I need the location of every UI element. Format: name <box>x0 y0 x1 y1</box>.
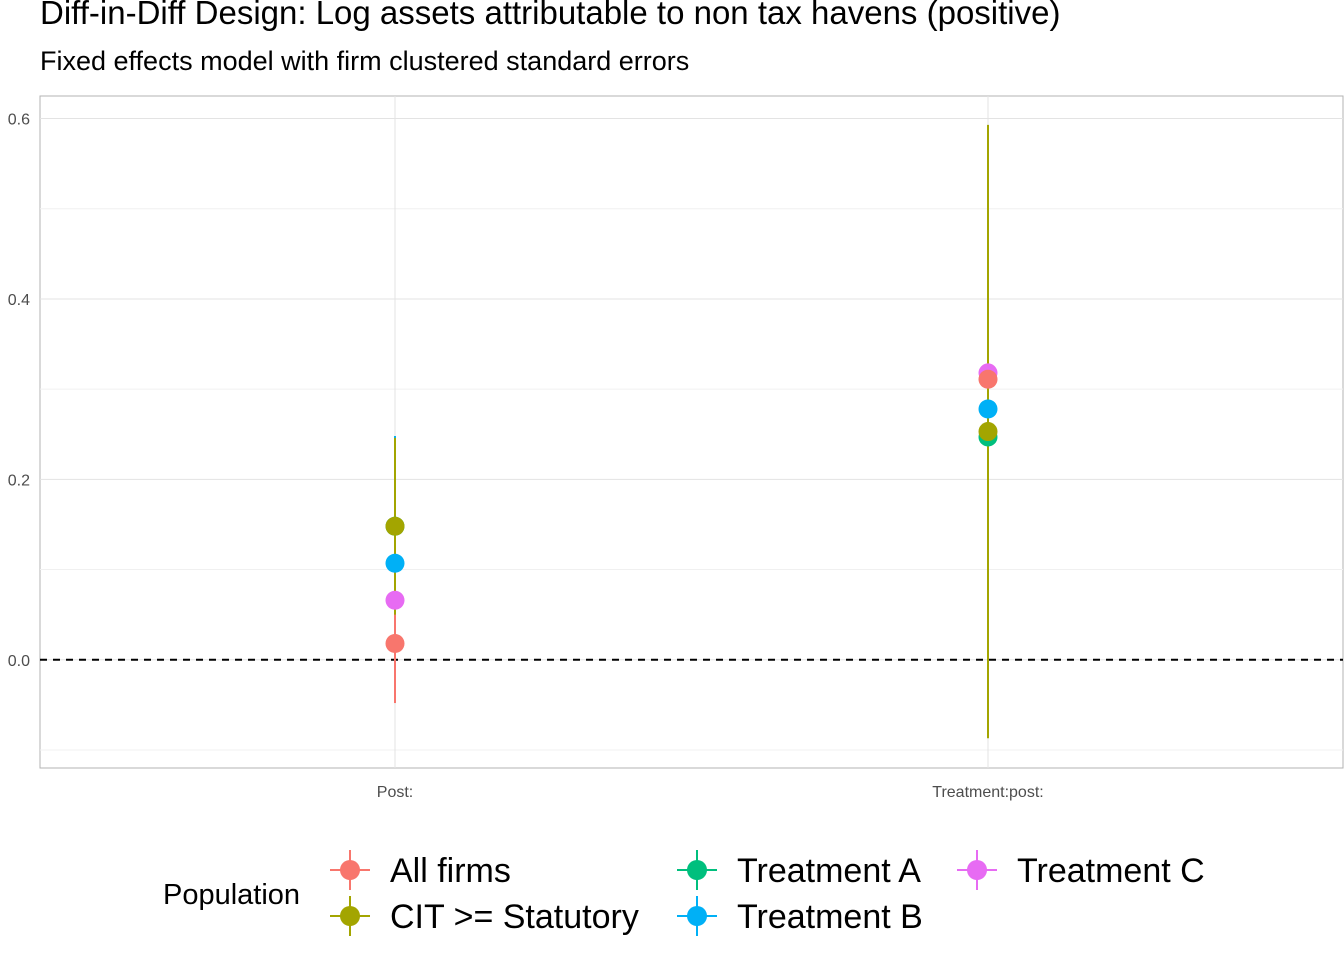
data-point <box>978 369 998 389</box>
x-tick-label: Post: <box>377 784 413 801</box>
legend-item: All firms <box>330 850 511 890</box>
legend-key-point <box>967 860 987 880</box>
legend-label: Treatment A <box>737 852 921 890</box>
legend-title: Population <box>163 879 300 911</box>
data-point <box>978 422 998 442</box>
axis: 0.0 0.2 0.4 0.6 Post: Treatment:post: <box>8 112 1343 801</box>
legend-label: CIT >= Statutory <box>390 898 639 936</box>
chart-title: Diff-in-Diff Design: Log assets attribut… <box>40 0 1061 31</box>
points <box>385 363 998 654</box>
y-tick-label: 0.6 <box>8 112 30 129</box>
legend: Population All firms CIT >= Statutory Treat… <box>163 850 1205 936</box>
data-point <box>385 553 405 573</box>
data-point <box>385 516 405 536</box>
legend-item: Treatment B <box>677 896 923 936</box>
chart-subtitle: Fixed effects model with firm clustered … <box>40 46 690 76</box>
legend-key-point <box>687 906 707 926</box>
legend-label: Treatment B <box>737 898 923 936</box>
legend-item: CIT >= Statutory <box>330 896 639 936</box>
panel-border <box>39 95 1344 769</box>
legend-key-point <box>340 906 360 926</box>
x-tick-label: Treatment:post: <box>932 784 1043 801</box>
legend-label: Treatment C <box>1017 852 1205 890</box>
data-point <box>385 590 405 610</box>
y-tick-label: 0.0 <box>8 653 30 670</box>
legend-item: Treatment A <box>677 850 921 890</box>
legend-key-point <box>340 860 360 880</box>
data-point <box>385 634 405 654</box>
grid <box>39 95 1344 769</box>
error-bars <box>394 124 989 739</box>
legend-key-point <box>687 860 707 880</box>
legend-item: Treatment C <box>957 850 1205 890</box>
legend-label: All firms <box>390 852 511 890</box>
data-point <box>978 399 998 419</box>
y-tick-label: 0.2 <box>8 472 30 489</box>
y-tick-label: 0.4 <box>8 292 30 309</box>
